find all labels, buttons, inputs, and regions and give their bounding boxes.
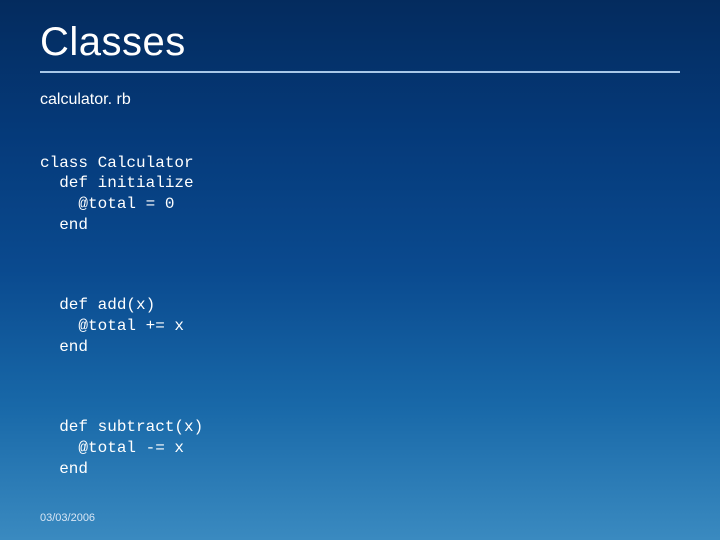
code-line: def subtract(x) — [40, 418, 203, 436]
code-group-subtract: def subtract(x) @total -= x end — [40, 417, 680, 479]
code-group-add: def add(x) @total += x end — [40, 295, 680, 357]
slide-container: Classes calculator. rb class Calculator … — [0, 0, 720, 540]
code-line: end — [40, 216, 88, 234]
code-filename: calculator. rb — [40, 91, 680, 109]
code-line: @total -= x — [40, 439, 184, 457]
code-line: class Calculator — [40, 154, 194, 172]
code-group-class: class Calculator def initialize @total =… — [40, 153, 680, 236]
code-line: end — [40, 338, 88, 356]
code-line: def initialize — [40, 174, 194, 192]
code-line: @total += x — [40, 317, 184, 335]
code-line: def add(x) — [40, 296, 155, 314]
footer-date: 03/03/2006 — [40, 512, 95, 524]
code-line: @total = 0 — [40, 195, 174, 213]
code-block: class Calculator def initialize @total =… — [40, 111, 680, 540]
slide-title: Classes — [40, 20, 680, 65]
title-underline — [40, 71, 680, 73]
code-line: end — [40, 460, 88, 478]
